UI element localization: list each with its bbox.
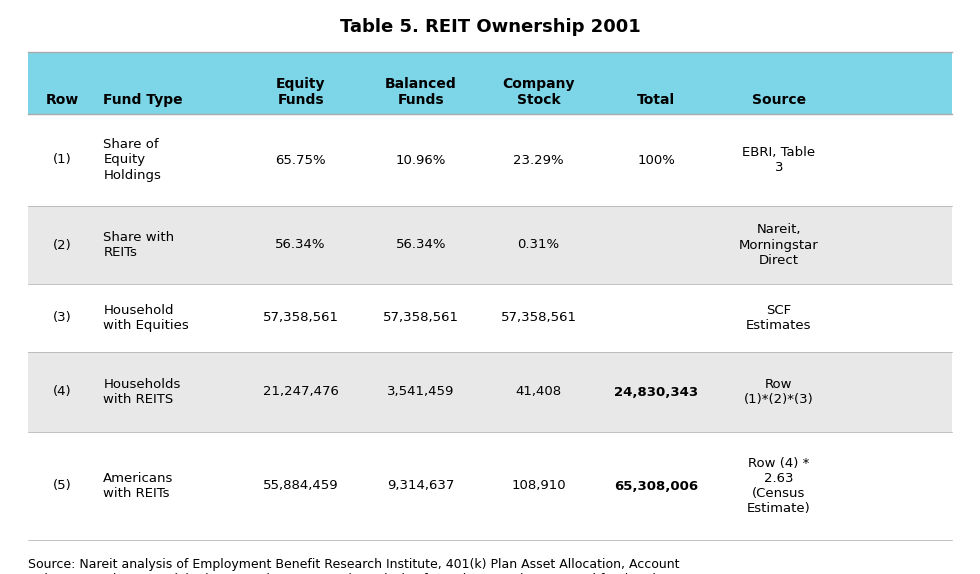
Bar xyxy=(28,206,952,284)
Text: 57,358,561: 57,358,561 xyxy=(263,312,338,324)
Text: Balanced
Funds: Balanced Funds xyxy=(385,77,457,107)
Text: SCF
Estimates: SCF Estimates xyxy=(746,304,811,332)
Text: (1): (1) xyxy=(53,153,72,166)
Text: Row
(1)*(2)*(3): Row (1)*(2)*(3) xyxy=(744,378,813,406)
Text: 23.29%: 23.29% xyxy=(514,153,563,166)
Text: Source: Nareit analysis of Employment Benefit Research Institute, 401(k) Plan As: Source: Nareit analysis of Employment Be… xyxy=(28,558,683,574)
Text: Table 5. REIT Ownership 2001: Table 5. REIT Ownership 2001 xyxy=(340,18,640,36)
Bar xyxy=(28,284,952,352)
Text: 55,884,459: 55,884,459 xyxy=(263,479,338,492)
Text: 9,314,637: 9,314,637 xyxy=(387,479,455,492)
Text: Equity
Funds: Equity Funds xyxy=(275,77,325,107)
Text: Americans
with REITs: Americans with REITs xyxy=(103,472,173,500)
Text: Source: Source xyxy=(752,93,806,107)
Text: (5): (5) xyxy=(53,479,72,492)
Text: 57,358,561: 57,358,561 xyxy=(501,312,576,324)
Text: Row: Row xyxy=(46,93,79,107)
Text: (3): (3) xyxy=(53,312,72,324)
Text: Total: Total xyxy=(637,93,675,107)
Text: Share with
REITs: Share with REITs xyxy=(103,231,174,259)
Bar xyxy=(28,114,952,206)
Text: 108,910: 108,910 xyxy=(512,479,565,492)
Text: 100%: 100% xyxy=(637,153,675,166)
Text: EBRI, Table
3: EBRI, Table 3 xyxy=(742,146,815,174)
Text: 41,408: 41,408 xyxy=(515,386,562,398)
Text: Row (4) *
2.63
(Census
Estimate): Row (4) * 2.63 (Census Estimate) xyxy=(747,457,810,515)
Text: 10.96%: 10.96% xyxy=(396,153,446,166)
Text: 56.34%: 56.34% xyxy=(275,239,325,251)
Text: 57,358,561: 57,358,561 xyxy=(383,312,459,324)
Text: 65.75%: 65.75% xyxy=(275,153,326,166)
Text: 56.34%: 56.34% xyxy=(396,239,446,251)
Text: Nareit,
Morningstar
Direct: Nareit, Morningstar Direct xyxy=(739,223,818,266)
Bar xyxy=(28,432,952,540)
Text: 65,308,006: 65,308,006 xyxy=(614,479,699,492)
Text: 3,541,459: 3,541,459 xyxy=(387,386,455,398)
Bar xyxy=(28,52,952,114)
Text: Fund Type: Fund Type xyxy=(103,93,183,107)
Text: 24,830,343: 24,830,343 xyxy=(614,386,699,398)
Bar xyxy=(28,352,952,432)
Text: 0.31%: 0.31% xyxy=(517,239,560,251)
Text: 21,247,476: 21,247,476 xyxy=(263,386,338,398)
Text: Households
with REITS: Households with REITS xyxy=(103,378,180,406)
Text: Household
with Equities: Household with Equities xyxy=(103,304,189,332)
Text: Share of
Equity
Holdings: Share of Equity Holdings xyxy=(103,138,161,181)
Text: (4): (4) xyxy=(53,386,72,398)
Text: Company
Stock: Company Stock xyxy=(503,77,574,107)
Text: (2): (2) xyxy=(53,239,72,251)
